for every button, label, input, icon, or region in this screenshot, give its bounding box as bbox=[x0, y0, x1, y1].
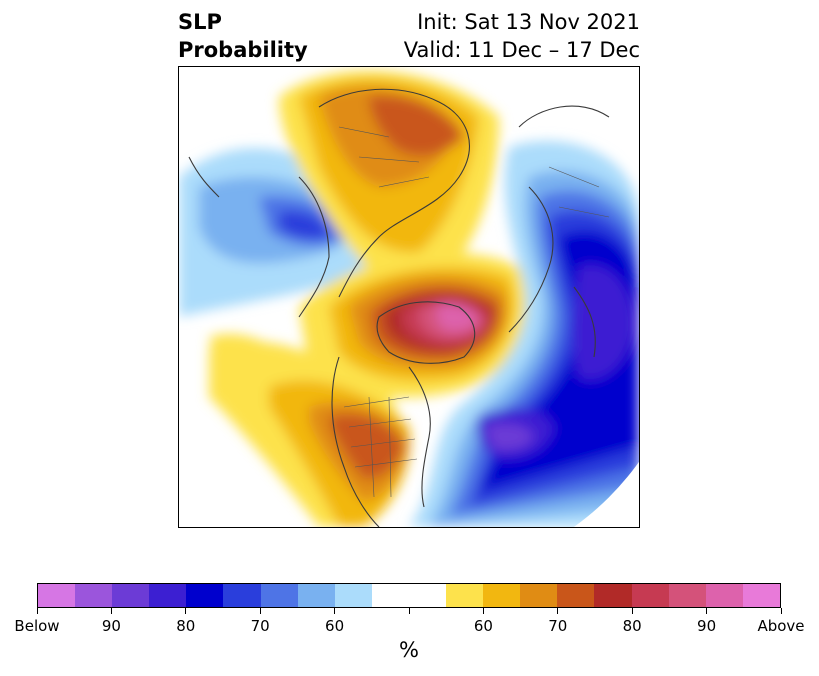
colorbar-segment bbox=[297, 584, 335, 607]
colorbar-segment bbox=[75, 584, 113, 607]
colorbar-tick bbox=[482, 608, 484, 614]
colorbar-unit-label: % bbox=[399, 638, 419, 662]
title-field: Probability bbox=[178, 38, 308, 62]
colorbar-tick-label: 60 bbox=[473, 617, 493, 635]
colorbar-segment bbox=[520, 584, 558, 607]
colorbar-segment bbox=[705, 584, 743, 607]
colorbar-tick-label: 70 bbox=[548, 617, 568, 635]
colorbar-tick-label: 80 bbox=[622, 617, 642, 635]
colorbar-tick bbox=[706, 608, 708, 614]
colorbar-segment bbox=[371, 584, 409, 607]
colorbar-segment bbox=[223, 584, 261, 607]
probability-shading bbox=[179, 70, 639, 527]
colorbar-tick bbox=[259, 608, 261, 614]
title-left: SLP Probability bbox=[178, 8, 308, 64]
colorbar-tick bbox=[557, 608, 559, 614]
colorbar-tick-label: Below bbox=[14, 617, 60, 635]
title-right: Init: Sat 13 Nov 2021 Valid: 11 Dec – 17… bbox=[404, 8, 640, 64]
colorbar-tick-label: 90 bbox=[697, 617, 717, 635]
colorbar-segment bbox=[631, 584, 669, 607]
colorbar-tick bbox=[110, 608, 112, 614]
colorbar-segment bbox=[557, 584, 595, 607]
colorbar-tick-label: Above bbox=[757, 617, 805, 635]
coastlines bbox=[188, 88, 610, 527]
country-borders bbox=[338, 126, 610, 498]
probability-map bbox=[179, 70, 639, 527]
colorbar-segment bbox=[668, 584, 706, 607]
colorbar-segment bbox=[446, 584, 484, 607]
colorbar-segment bbox=[38, 584, 76, 607]
colorbar-tick bbox=[334, 608, 336, 614]
colorbar-segment bbox=[483, 584, 521, 607]
colorbar-segment bbox=[112, 584, 150, 607]
colorbar-segment bbox=[408, 584, 447, 607]
colorbar-tick-label: 60 bbox=[325, 617, 345, 635]
colorbar-segment bbox=[149, 584, 187, 607]
colorbar bbox=[37, 583, 781, 608]
map-panel bbox=[178, 66, 640, 528]
title-variable: SLP bbox=[178, 10, 222, 34]
colorbar-segment bbox=[742, 584, 780, 607]
colorbar-tick bbox=[408, 608, 410, 614]
colorbar-segment bbox=[186, 584, 224, 607]
colorbar-tick-label: 80 bbox=[176, 617, 196, 635]
valid-range: Valid: 11 Dec – 17 Dec bbox=[403, 38, 640, 62]
colorbar-tick bbox=[780, 608, 782, 614]
colorbar-tick bbox=[185, 608, 187, 614]
colorbar-tick-label: 90 bbox=[101, 617, 121, 635]
colorbar-tick bbox=[631, 608, 633, 614]
colorbar-tick-label: 70 bbox=[250, 617, 270, 635]
init-date: Init: Sat 13 Nov 2021 bbox=[417, 10, 640, 34]
colorbar-tick bbox=[36, 608, 38, 614]
colorbar-segment bbox=[260, 584, 298, 607]
colorbar-segment bbox=[334, 584, 372, 607]
colorbar-segment bbox=[594, 584, 632, 607]
